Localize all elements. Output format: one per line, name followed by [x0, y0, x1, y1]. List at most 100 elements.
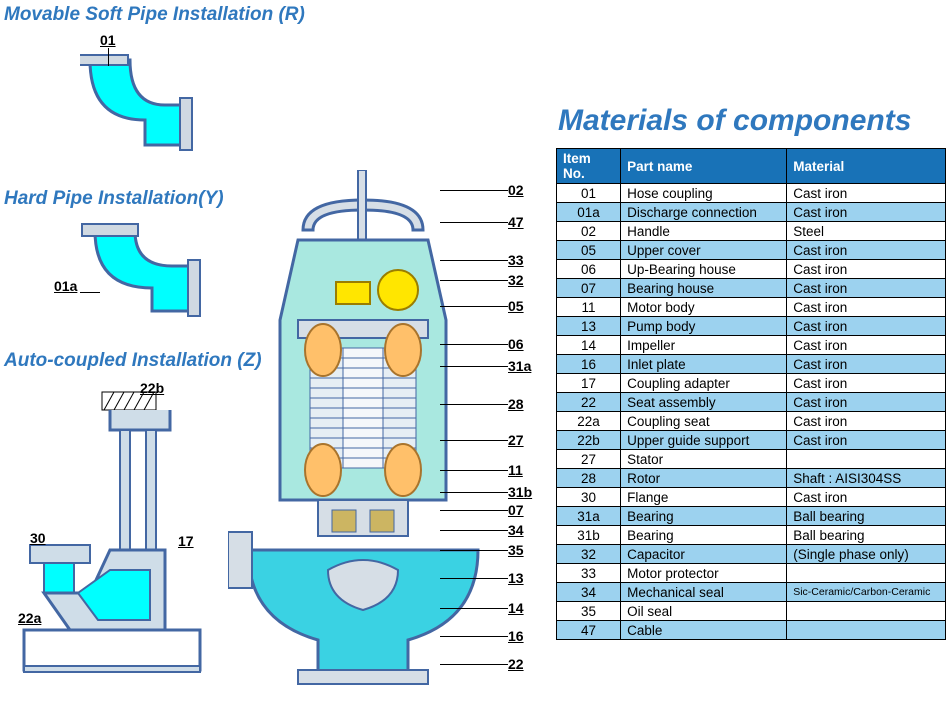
- table-cell: Cast iron: [787, 431, 946, 450]
- callout-line: [108, 48, 109, 66]
- table-cell: Bearing: [621, 526, 787, 545]
- leader-line: [440, 366, 508, 367]
- leader-line: [440, 578, 508, 579]
- table-cell: 32: [557, 545, 621, 564]
- table-row: 14ImpellerCast iron: [557, 336, 946, 355]
- callout-32: 32: [508, 272, 524, 288]
- callout-22b: 22b: [140, 380, 164, 396]
- callout-06: 06: [508, 336, 524, 352]
- leader-line: [440, 306, 508, 307]
- callout-22: 22: [508, 656, 524, 672]
- leader-line: [440, 664, 508, 665]
- table-cell: 13: [557, 317, 621, 336]
- table-cell: [787, 621, 946, 640]
- callout-30: 30: [30, 530, 46, 546]
- table-cell: 22a: [557, 412, 621, 431]
- table-cell: Cast iron: [787, 260, 946, 279]
- table-cell: 07: [557, 279, 621, 298]
- table-row: 47Cable: [557, 621, 946, 640]
- title-soft-pipe: Movable Soft Pipe Installation (R): [4, 4, 305, 26]
- table-cell: Upper cover: [621, 241, 787, 260]
- table-cell: Bearing house: [621, 279, 787, 298]
- table-cell: Handle: [621, 222, 787, 241]
- table-cell: Cast iron: [787, 412, 946, 431]
- table-cell: 28: [557, 469, 621, 488]
- table-cell: [787, 564, 946, 583]
- soft-pipe-diagram: [80, 50, 200, 160]
- callout-16: 16: [508, 628, 524, 644]
- table-row: 22bUpper guide supportCast iron: [557, 431, 946, 450]
- table-cell: Upper guide support: [621, 431, 787, 450]
- table-row: 31bBearingBall bearing: [557, 526, 946, 545]
- table-cell: 33: [557, 564, 621, 583]
- table-cell: Cast iron: [787, 279, 946, 298]
- table-cell: Discharge connection: [621, 203, 787, 222]
- callout-11: 11: [508, 462, 523, 478]
- table-cell: Pump body: [621, 317, 787, 336]
- callout-47: 47: [508, 214, 524, 230]
- table-cell: 27: [557, 450, 621, 469]
- table-cell: 31a: [557, 507, 621, 526]
- table-cell: 17: [557, 374, 621, 393]
- table-cell: 14: [557, 336, 621, 355]
- table-row: 32Capacitor(Single phase only): [557, 545, 946, 564]
- table-row: 01aDischarge connectionCast iron: [557, 203, 946, 222]
- table-cell: (Single phase only): [787, 545, 946, 564]
- table-cell: Coupling seat: [621, 412, 787, 431]
- table-cell: 06: [557, 260, 621, 279]
- table-cell: 22b: [557, 431, 621, 450]
- table-row: 13Pump bodyCast iron: [557, 317, 946, 336]
- table-cell: Cast iron: [787, 488, 946, 507]
- table-row: 30FlangeCast iron: [557, 488, 946, 507]
- table-cell: Cable: [621, 621, 787, 640]
- callout-28: 28: [508, 396, 524, 412]
- page: Movable Soft Pipe Installation (R) Hard …: [0, 0, 948, 702]
- table-row: 17Coupling adapterCast iron: [557, 374, 946, 393]
- leader-line: [440, 344, 508, 345]
- table-row: 33Motor protector: [557, 564, 946, 583]
- table-cell: Cast iron: [787, 374, 946, 393]
- leader-line: [440, 280, 508, 281]
- leader-line: [440, 222, 508, 223]
- table-cell: 05: [557, 241, 621, 260]
- leader-line: [440, 492, 508, 493]
- callout-17: 17: [178, 533, 194, 549]
- table-cell: 02: [557, 222, 621, 241]
- title-hard-pipe: Hard Pipe Installation(Y): [4, 188, 224, 210]
- table-row: 35Oil seal: [557, 602, 946, 621]
- table-row: 05Upper coverCast iron: [557, 241, 946, 260]
- title-auto-coupled: Auto-coupled Installation (Z): [4, 350, 262, 372]
- table-cell: Ball bearing: [787, 507, 946, 526]
- table-cell: Impeller: [621, 336, 787, 355]
- table-cell: 34: [557, 583, 621, 602]
- table-cell: 16: [557, 355, 621, 374]
- table-cell: 11: [557, 298, 621, 317]
- table-cell: Oil seal: [621, 602, 787, 621]
- table-header: Material: [787, 149, 946, 184]
- table-cell: Cast iron: [787, 317, 946, 336]
- callout-02: 02: [508, 182, 524, 198]
- callout-33: 33: [508, 252, 524, 268]
- leader-line: [440, 636, 508, 637]
- table-cell: Rotor: [621, 469, 787, 488]
- table-row: 11Motor bodyCast iron: [557, 298, 946, 317]
- table-header: Part name: [621, 149, 787, 184]
- callout-line: [80, 292, 100, 293]
- pump-cross-section: [228, 170, 498, 690]
- leader-line: [440, 260, 508, 261]
- callout-07: 07: [508, 502, 524, 518]
- callout-14: 14: [508, 600, 524, 616]
- table-cell: Shaft : AISI304SS: [787, 469, 946, 488]
- leader-line: [440, 530, 508, 531]
- table-row: 01Hose couplingCast iron: [557, 184, 946, 203]
- table-cell: Hose coupling: [621, 184, 787, 203]
- materials-table: Item No.Part nameMaterial 01Hose couplin…: [556, 148, 946, 640]
- table-cell: 47: [557, 621, 621, 640]
- title-materials: Materials of components: [558, 104, 911, 138]
- callout-13: 13: [508, 570, 524, 586]
- table-row: 22Seat assemblyCast iron: [557, 393, 946, 412]
- table-cell: Cast iron: [787, 336, 946, 355]
- leader-line: [440, 440, 508, 441]
- callout-01: 01: [100, 32, 116, 48]
- table-cell: Cast iron: [787, 203, 946, 222]
